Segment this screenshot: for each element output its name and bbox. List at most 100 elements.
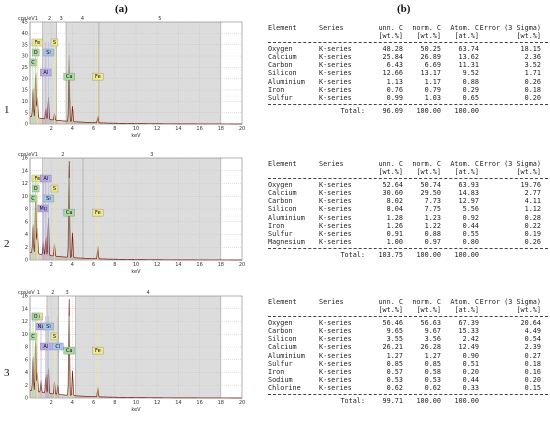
element-tag-label: Al xyxy=(43,344,48,350)
table-cell: Carbon xyxy=(268,197,293,206)
table-cell: Silicon xyxy=(268,205,297,214)
table-row: Sulfur K-series 0.99 1.03 0.65 0.20 xyxy=(268,94,548,102)
region-label: 5 xyxy=(158,16,161,22)
unit-label: [wt.%] xyxy=(416,32,441,41)
y-tick-label: 10 xyxy=(22,99,28,105)
table-cell: 1.26 xyxy=(386,221,403,230)
table-divider xyxy=(268,103,548,105)
table-cell: 0.18 xyxy=(524,359,541,368)
table-row: Silicon K-series 12.66 13.17 9.52 1.71 xyxy=(268,69,548,77)
table-total-row: Total: 103.75 100.00 100.00 xyxy=(268,251,548,259)
table-cell: Magnesium xyxy=(268,237,305,246)
table-cell: 14.83 xyxy=(458,189,479,198)
region-label: 4 xyxy=(147,290,150,296)
table-row: Sulfur K-series 0.91 0.88 0.55 0.19 xyxy=(268,230,548,238)
element-tag-box xyxy=(40,342,52,351)
table-cell: 52.64 xyxy=(382,181,403,190)
column-header: norm. C xyxy=(412,160,441,168)
table-cell: 3.52 xyxy=(524,61,541,70)
region-label: 3 xyxy=(66,290,69,296)
y-tick-label: 16 xyxy=(22,294,28,300)
table-cell: 12.66 xyxy=(382,69,403,78)
table-cell: K-series xyxy=(319,69,352,78)
x-tick-label: 8 xyxy=(113,400,116,406)
x-tick-label: 18 xyxy=(218,400,224,406)
y-tick-label: 12 xyxy=(22,181,28,187)
composition-table-3: Element Series unn. C norm. C Atom. C Error (… xyxy=(268,298,548,405)
region-label: 1 xyxy=(35,16,38,22)
table-cell: K-series xyxy=(319,181,352,190)
y-tick-label: 14 xyxy=(22,168,28,174)
table-cell: 0.55 xyxy=(462,229,479,238)
table-cell: 19.76 xyxy=(520,181,541,190)
element-tag-box xyxy=(52,342,64,351)
element-tag-box xyxy=(50,184,59,193)
element-tag-label: Na xyxy=(38,324,45,330)
table-cell: 56.46 xyxy=(382,319,403,328)
table-cell: 0.20 xyxy=(462,367,479,376)
table-cell: 0.19 xyxy=(524,229,541,238)
table-row: Silicon K-series 3.55 3.56 2.42 0.54 xyxy=(268,335,548,343)
table-cell: 2.39 xyxy=(524,343,541,352)
spectrum-svg: 1 2 3 4 52 4 6 8 10 12 14 16 18 20051015202530354045F… xyxy=(18,16,245,139)
table-cell: 50.25 xyxy=(420,45,441,54)
table-cell: K-series xyxy=(319,197,352,206)
unit-label: [wt.%] xyxy=(516,168,541,177)
element-tag-box xyxy=(42,322,55,331)
element-tag-box xyxy=(40,68,52,77)
total-label: Total: xyxy=(340,397,365,406)
table-cell: 0.85 xyxy=(424,359,441,368)
table-row: Silicon K-series 8.04 7.75 5.56 1.12 xyxy=(268,205,548,213)
column-header: Atom. C xyxy=(450,298,479,306)
table-cell: 56.63 xyxy=(420,319,441,328)
column-header: Series xyxy=(319,298,344,306)
element-tag-label: Ca xyxy=(66,210,73,216)
element-tag-label: C xyxy=(31,334,35,340)
table-divider xyxy=(268,394,548,396)
table-cell: 0.53 xyxy=(424,375,441,384)
table-cell: 0.62 xyxy=(424,383,441,392)
element-tag-label: O xyxy=(34,314,38,320)
table-cell: Iron xyxy=(268,221,285,230)
table-cell: 3.55 xyxy=(386,335,403,344)
table-cell: 1.13 xyxy=(386,77,403,86)
table-row: Sulfur K-series 0.85 0.85 0.51 0.18 xyxy=(268,360,548,368)
table-row: Aluminium K-series 1.13 1.17 0.88 0.26 xyxy=(268,78,548,86)
y-tick-label: 5 xyxy=(25,110,28,116)
column-header: Error (3 Sigma) xyxy=(479,160,541,168)
table-cell: 100.00 xyxy=(454,397,479,406)
region-label: 2 xyxy=(61,152,64,158)
table-cell: 0.22 xyxy=(524,221,541,230)
table-cell: 7.75 xyxy=(424,205,441,214)
y-tick-label: 30 xyxy=(22,54,28,60)
column-header: Series xyxy=(319,24,344,32)
eds-spectrum-panel-3: 123424681012141618200246810121416FeNaCAl… xyxy=(12,286,248,416)
table-units-row: ..[wt.%][wt.%][at.%][wt.%] xyxy=(268,32,548,40)
table-cell: 1.22 xyxy=(424,221,441,230)
table-cell: 13.62 xyxy=(458,53,479,62)
table-cell: 15.33 xyxy=(458,327,479,336)
x-tick-label: 14 xyxy=(175,400,181,406)
column-header: norm. C xyxy=(412,24,441,32)
table-cell: 0.51 xyxy=(462,359,479,368)
table-cell: 6.69 xyxy=(424,61,441,70)
table-cell: Aluminium xyxy=(268,351,305,360)
table-row: Oxygen K-series 48.28 50.25 63.74 18.15 xyxy=(268,45,548,53)
x-tick-label: 8 xyxy=(113,126,116,132)
element-tag-label: Al xyxy=(43,176,48,182)
table-cell: 0.85 xyxy=(386,359,403,368)
table-cell: 100.00 xyxy=(416,397,441,406)
table-row: Oxygen K-series 52.64 50.74 63.93 19.76 xyxy=(268,181,548,189)
x-tick-label: 10 xyxy=(133,262,139,268)
table-row: Carbon K-series 6.43 6.69 11.31 3.52 xyxy=(268,61,548,69)
table-cell: 26.89 xyxy=(420,53,441,62)
table-header-row: Element Series unn. C norm. C Atom. C Error (… xyxy=(268,298,548,306)
table-cell: 4.49 xyxy=(524,327,541,336)
x-axis-label: keV xyxy=(131,269,141,275)
x-tick-label: 8 xyxy=(113,262,116,268)
element-tag-label: Ca xyxy=(66,348,73,354)
table-cell: 0.97 xyxy=(424,237,441,246)
element-tag-box xyxy=(31,48,40,57)
y-tick-label: 0 xyxy=(25,258,28,264)
element-tag-box xyxy=(50,38,59,47)
